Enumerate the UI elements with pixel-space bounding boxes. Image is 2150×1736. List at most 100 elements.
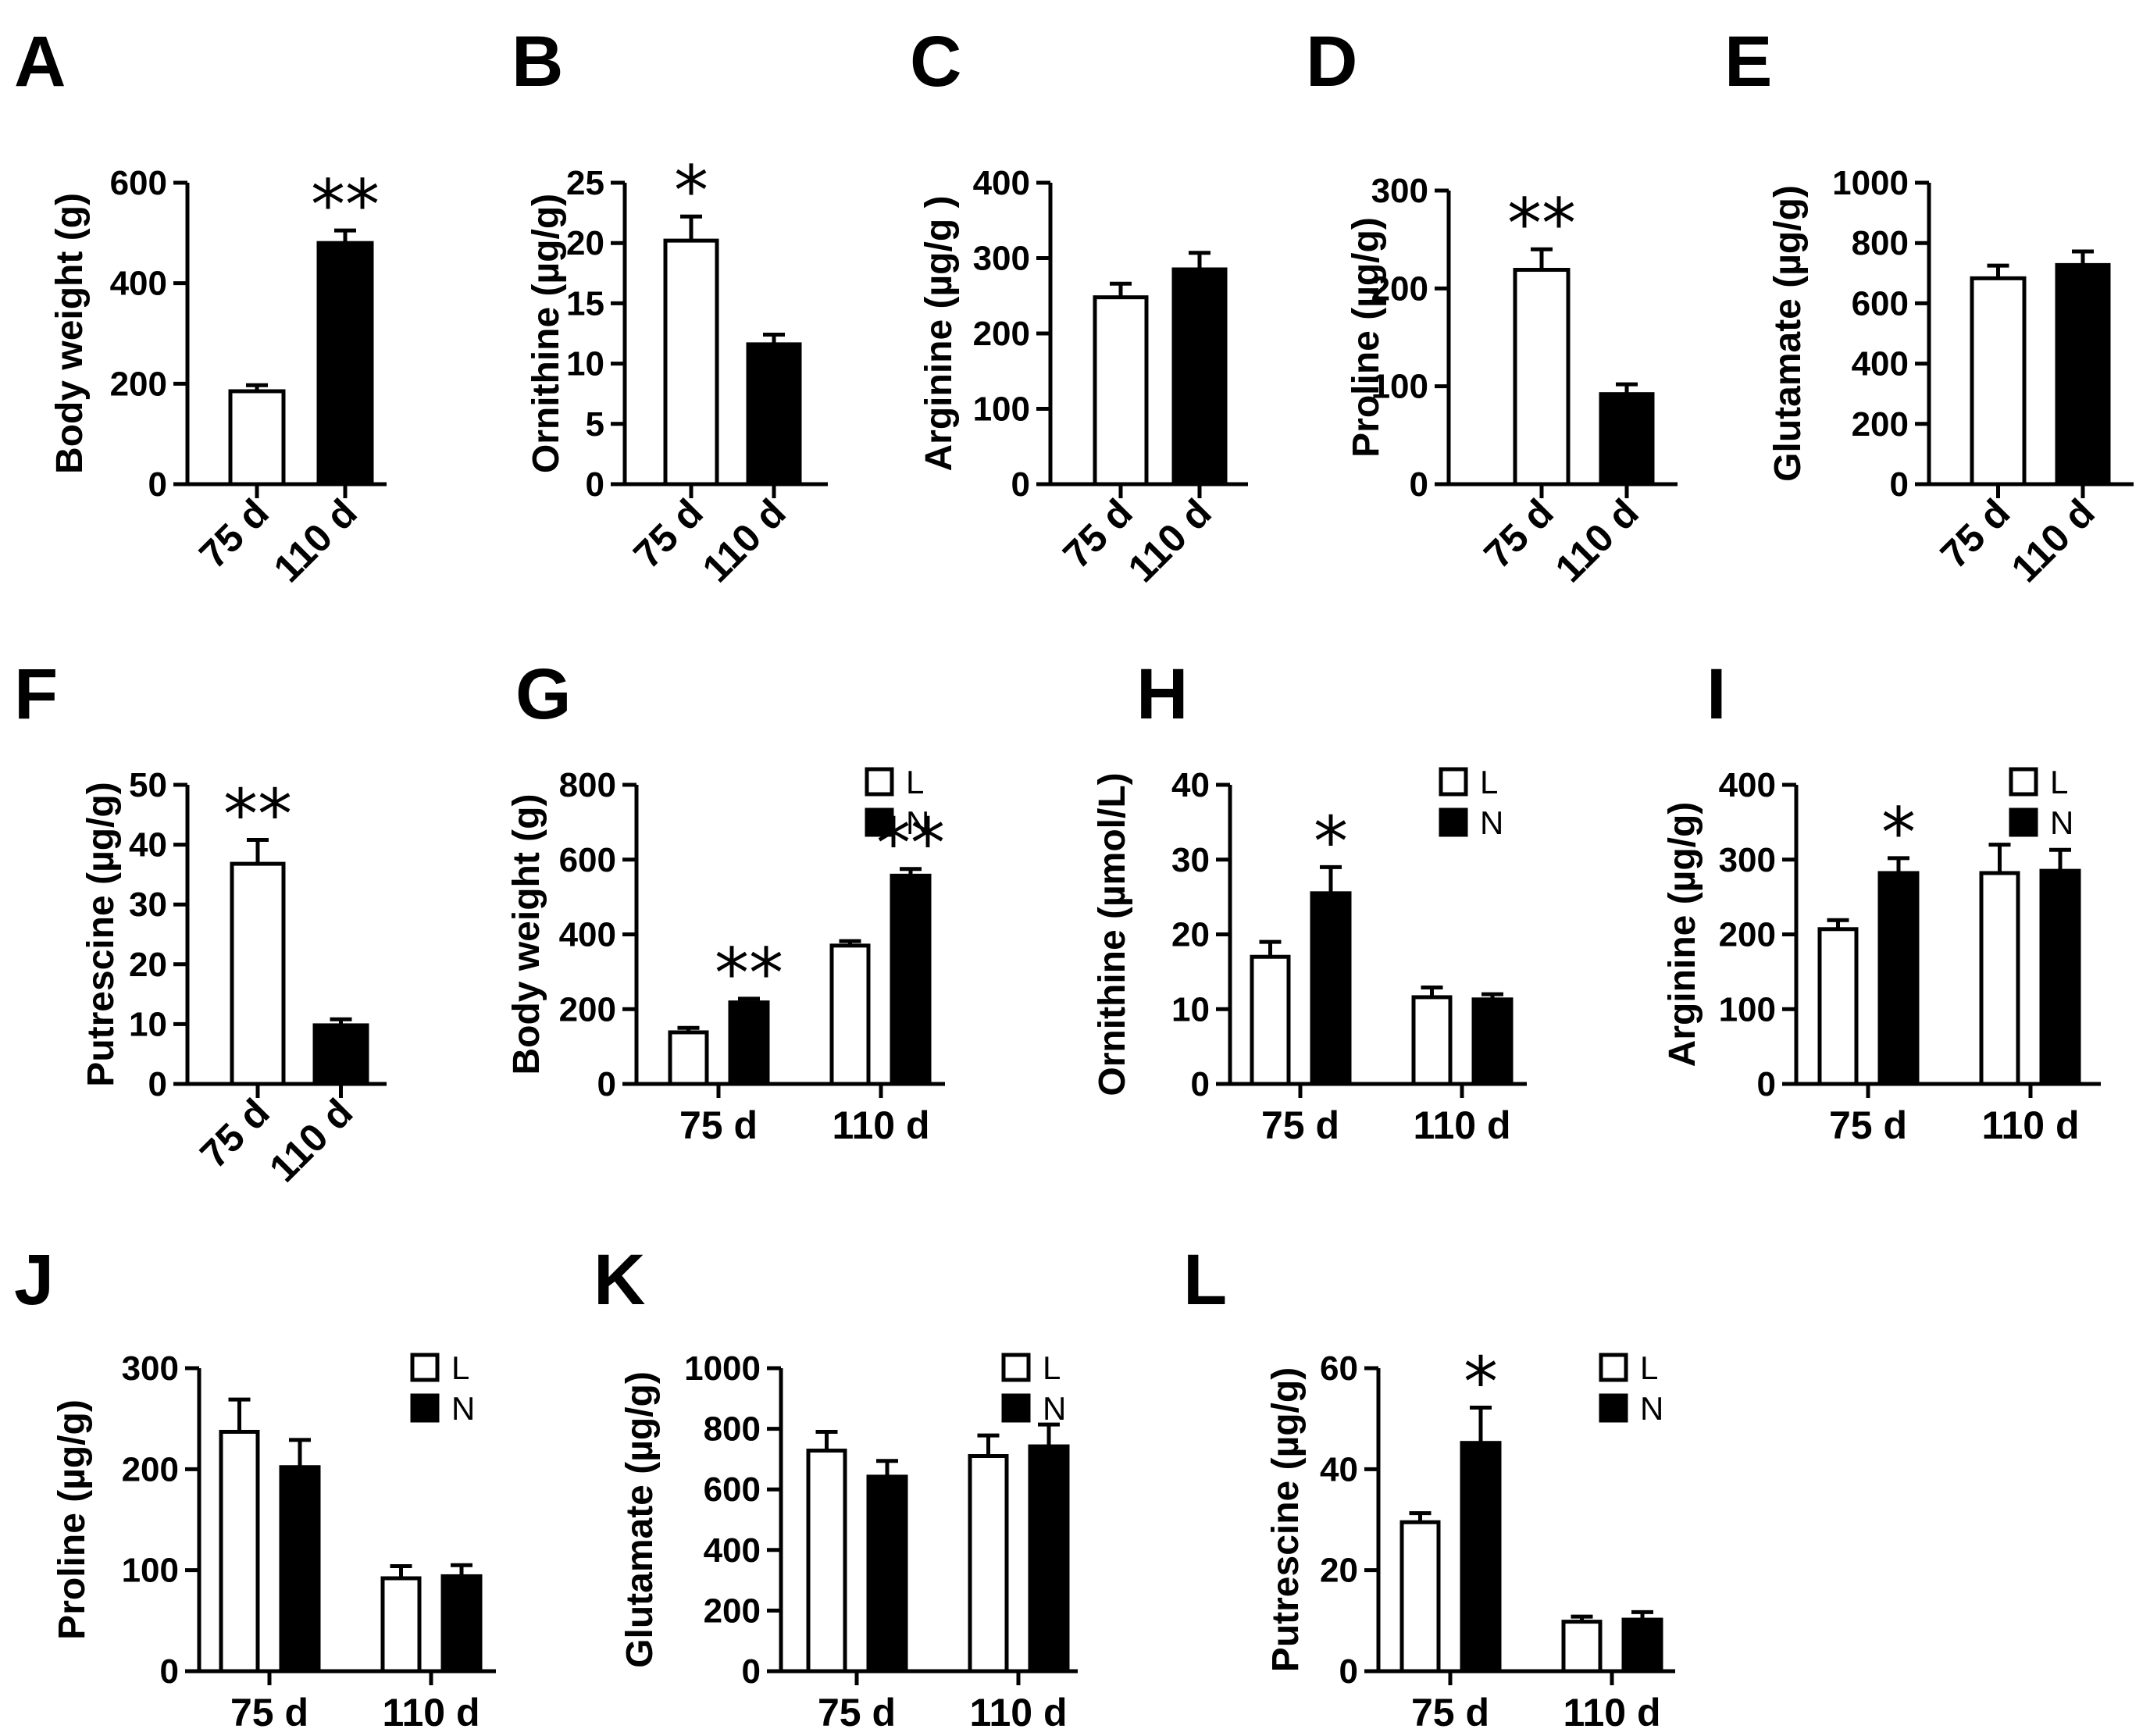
bar-75d (228, 389, 286, 487)
bar-L (1561, 1620, 1603, 1674)
y-tick-label: 200 (1719, 916, 1776, 954)
y-axis-title: Glutamate (µg/g) (619, 1371, 661, 1668)
y-tick-label: 400 (704, 1531, 761, 1570)
x-category-label: 110 d (969, 1691, 1067, 1734)
x-category-label: 110 d (1120, 490, 1220, 590)
y-tick-label: 5 (586, 405, 604, 444)
panel-letter: H (1136, 654, 1188, 734)
panel-letter: G (515, 654, 572, 734)
x-category-label: 75 d (1411, 1691, 1489, 1734)
legend-swatch-L (410, 1353, 440, 1382)
legend-label: N (1640, 1390, 1663, 1427)
bar-L (1979, 871, 2020, 1086)
y-tick-label: 20 (1320, 1552, 1358, 1590)
y-tick-label: 30 (1171, 841, 1210, 879)
significance-mark: ** (223, 774, 292, 854)
legend: LN (865, 764, 929, 841)
legend-label: L (451, 1349, 469, 1386)
y-tick-label: 200 (1371, 269, 1428, 308)
bar-110d (2055, 262, 2111, 487)
panel-letter: L (1183, 1240, 1227, 1320)
bar-N (1460, 1441, 1502, 1674)
y-tick-label: 10 (129, 1005, 167, 1043)
y-tick-label: 10 (1171, 990, 1210, 1028)
y-tick-label: 400 (110, 265, 167, 303)
legend-label: L (2050, 764, 2068, 800)
y-tick-label: 60 (1320, 1349, 1358, 1388)
y-tick-label: 600 (559, 841, 616, 879)
legend-label: L (1043, 1349, 1061, 1386)
x-category-label: 75 d (1829, 1103, 1907, 1147)
bar-75d (1093, 295, 1149, 487)
y-tick-label: 0 (1191, 1065, 1210, 1103)
panel-letter: E (1724, 22, 1772, 102)
significance-mark: ** (311, 165, 380, 245)
y-tick-label: 200 (704, 1592, 761, 1630)
x-category-label: 75 d (679, 1103, 758, 1147)
x-category-label: 75 d (818, 1691, 896, 1734)
bar-L (1817, 927, 1859, 1086)
y-tick-label: 300 (973, 240, 1030, 278)
x-category-label: 75 d (191, 490, 276, 576)
legend-label: N (2050, 804, 2073, 841)
y-tick-label: 0 (160, 1652, 179, 1691)
y-tick-label: 0 (597, 1065, 616, 1103)
y-tick-label: 0 (148, 465, 167, 504)
x-category-label: 110 d (694, 490, 794, 590)
y-tick-label: 0 (1011, 465, 1030, 504)
y-tick-label: 30 (129, 886, 167, 924)
bar-N (1621, 1617, 1663, 1674)
y-tick-label: 1000 (684, 1349, 761, 1388)
legend-label: L (906, 764, 924, 800)
panel-k: K 0 200 400 600 800 1000 Glutamate (µg/g) 75 d 11… (594, 1240, 1078, 1734)
panel-letter: F (14, 654, 58, 734)
legend-label: N (906, 804, 929, 841)
significance-mark: ** (715, 933, 783, 1014)
legend-label: L (1480, 764, 1498, 800)
x-category-label: 75 d (1475, 490, 1561, 576)
legend-swatch-L (865, 767, 894, 797)
y-tick-label: 200 (559, 990, 616, 1028)
bar-L (219, 1429, 260, 1674)
y-axis-title: Proline (µg/g) (52, 1399, 93, 1640)
y-tick-label: 25 (566, 164, 604, 202)
y-tick-label: 300 (122, 1349, 179, 1388)
x-category-label: 110 d (2003, 490, 2103, 590)
y-axis-title: Ornithine (µmol/L) (1092, 772, 1133, 1096)
y-tick-label: 0 (1339, 1652, 1358, 1691)
legend-swatch-N (410, 1393, 440, 1423)
bar-N (1877, 871, 1920, 1086)
panel-e: E 0 200 400 600 800 1000 Glutamate (µg/g) 75 d11… (1724, 22, 2134, 590)
bar-L (1399, 1520, 1441, 1674)
bar-N (1310, 891, 1352, 1086)
y-tick-label: 400 (973, 164, 1030, 202)
bar-110d (316, 241, 374, 487)
y-tick-label: 0 (148, 1065, 167, 1103)
y-tick-label: 15 (566, 284, 604, 323)
y-tick-label: 800 (559, 766, 616, 804)
x-category-label: 110 d (261, 1090, 361, 1190)
legend-swatch-N (1439, 807, 1468, 837)
y-tick-label: 100 (122, 1552, 179, 1590)
y-axis-title: Putrescine (µg/g) (1265, 1367, 1307, 1672)
y-tick-label: 40 (1171, 766, 1210, 804)
x-category-label: 110 d (1981, 1103, 2079, 1147)
x-category-label: 110 d (382, 1691, 480, 1734)
legend: LN (1001, 1349, 1066, 1427)
y-tick-label: 0 (586, 465, 604, 504)
bar-L (668, 1030, 709, 1086)
bar-L (968, 1454, 1009, 1674)
legend-swatch-L (2009, 767, 2038, 797)
bar-75d (230, 861, 286, 1086)
y-tick-label: 100 (1719, 990, 1776, 1028)
y-tick-label: 1000 (1832, 164, 1909, 202)
y-axis-title: Arginine (µg/g ) (918, 196, 960, 472)
significance-mark: * (1881, 793, 1916, 873)
y-tick-label: 200 (122, 1450, 179, 1488)
bar-L (1411, 995, 1453, 1086)
y-tick-label: 40 (1320, 1450, 1358, 1488)
bar-110d (1171, 267, 1228, 487)
y-axis-title: Glutamate (µg/g) (1767, 185, 1809, 482)
